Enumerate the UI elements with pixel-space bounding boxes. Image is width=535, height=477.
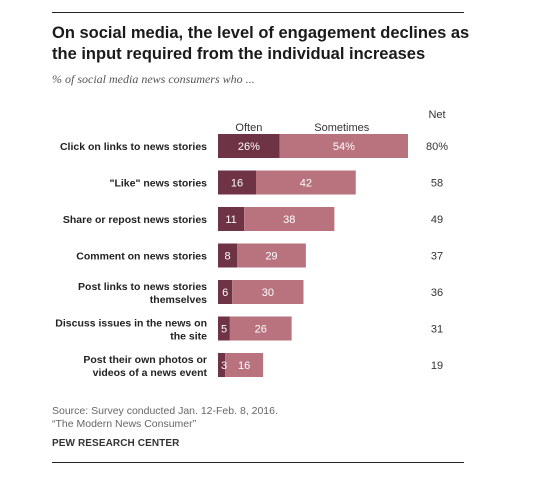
category-label-line: Post links to news stories <box>78 281 207 293</box>
category-label-line: the site <box>170 331 207 343</box>
category-label: Comment on news stories <box>76 251 207 263</box>
bar-often <box>218 353 226 377</box>
bar-often <box>218 134 280 158</box>
bar-sometimes <box>279 134 408 158</box>
source-line: Source: Survey conducted Jan. 12-Feb. 8,… <box>52 405 278 417</box>
category-label: "Like" news stories <box>110 178 208 190</box>
value-label-sometimes: 42 <box>300 178 312 190</box>
net-value: 58 <box>431 178 443 190</box>
value-label-sometimes: 16 <box>238 360 250 372</box>
category-label-line: videos of a news event <box>93 367 208 379</box>
value-label-often: 26% <box>238 141 260 153</box>
net-header: Net <box>428 109 445 121</box>
net-value: 19 <box>431 360 443 372</box>
bar-sometimes <box>244 207 335 231</box>
bar-sometimes <box>232 280 304 304</box>
source-note: Source: Survey conducted Jan. 12-Feb. 8,… <box>52 405 278 431</box>
value-label-often: 11 <box>225 214 236 226</box>
net-value: 36 <box>431 287 443 299</box>
bar-sometimes <box>225 353 264 377</box>
value-label-sometimes: 30 <box>262 287 274 299</box>
net-value: 37 <box>431 251 443 263</box>
value-label-often: 8 <box>224 251 230 263</box>
category-label: Post their own photos or videos of a news… <box>83 354 207 379</box>
net-value: 49 <box>431 214 443 226</box>
category-label-line: themselves <box>150 294 207 306</box>
bar-often <box>218 170 256 195</box>
legend-often: Often <box>235 122 262 134</box>
bar-sometimes <box>237 243 306 268</box>
category-label: Discuss issues in the news on the site <box>55 318 207 343</box>
bottom-rule <box>52 462 464 463</box>
net-value: 31 <box>431 324 443 336</box>
value-label-often: 16 <box>231 178 243 190</box>
bar-sometimes <box>256 170 356 195</box>
category-label: Post links to news stories themselves <box>78 281 207 306</box>
value-label-often: 6 <box>222 287 228 299</box>
value-label-sometimes: 54% <box>333 141 355 153</box>
category-label: Share or repost news stories <box>63 214 207 226</box>
category-label-line: Post their own photos or <box>83 354 207 366</box>
organization-credit: PEW RESEARCH CENTER <box>52 438 180 449</box>
net-value: 80% <box>426 141 448 153</box>
source-line: “The Modern News Consumer” <box>52 418 197 430</box>
bar-sometimes <box>229 316 292 341</box>
bar-often <box>218 243 237 268</box>
top-rule <box>52 12 464 13</box>
bar-often <box>218 316 230 341</box>
chart-subtitle: % of social media news consumers who ... <box>52 72 255 86</box>
category-label: Click on links to news stories <box>60 141 207 153</box>
chart-title: On social media, the level of engagement… <box>52 24 470 63</box>
bar-often <box>218 207 245 231</box>
legend-sometimes: Sometimes <box>314 122 370 134</box>
bar-often <box>218 280 233 304</box>
value-label-sometimes: 29 <box>265 251 277 263</box>
value-label-often: 3 <box>221 360 227 372</box>
stacked-bar-chart: Often Sometimes Net Click on links to news … <box>55 109 448 379</box>
category-label-line: Discuss issues in the news on <box>55 318 207 330</box>
value-label-sometimes: 38 <box>283 214 295 226</box>
value-label-sometimes: 26 <box>255 324 267 336</box>
value-label-often: 5 <box>221 324 227 336</box>
